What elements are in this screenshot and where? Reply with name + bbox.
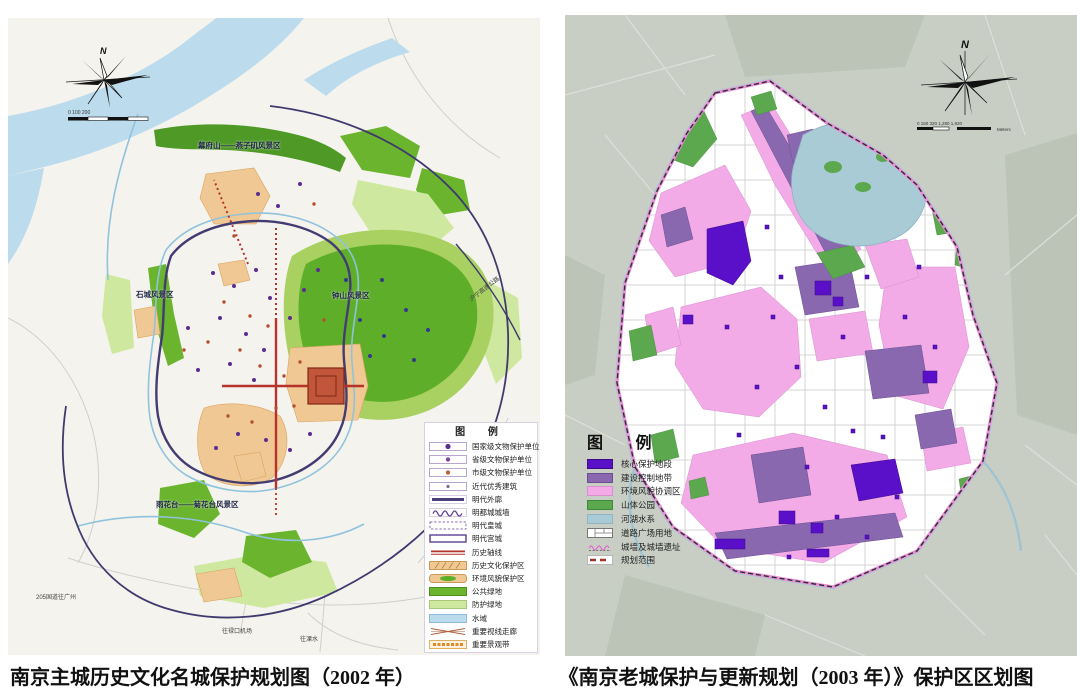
legend-item-label: 明代外廓 [472, 494, 502, 504]
protective-green-swatch-icon [429, 600, 467, 610]
public-green-swatch-icon [429, 587, 467, 597]
municipal-heritage-swatch-icon [429, 468, 467, 478]
legend-item-label: 市级文物保护单位 [472, 468, 532, 478]
ming-imperial-city-swatch-icon [429, 521, 467, 530]
legend-item-label: 规划范围 [621, 555, 656, 566]
legend-item: 建设控制地带 [587, 471, 757, 485]
scale-bar: 0 160 320 1,280 1,920 Meters [917, 121, 1012, 132]
legend-item-label: 重要景观带 [472, 639, 510, 649]
area-label-mufushan: 幕府山——燕子矶风景区 [198, 141, 281, 150]
legend-item-label: 核心保护地段 [621, 458, 673, 469]
legend-item-label: 历史文化保护区 [472, 560, 525, 570]
legend-item: 道路广场用地 [587, 526, 757, 540]
left-map-caption: 南京主城历史文化名城保护规划图（2002 年） [10, 667, 415, 689]
legend-item: 重要景观带 [429, 638, 534, 651]
construction-control-swatch-icon [587, 472, 613, 483]
svg-text:Meters: Meters [997, 127, 1012, 132]
legend-item-label: 明代皇城 [472, 521, 502, 531]
river-lake-swatch-icon [587, 514, 613, 525]
left-map-panel: N 0 100 200 幕府山——燕子矶风景区 石城风景区 钟山风景区 雨花台—… [8, 18, 540, 655]
legend-item: 历史文化保护区 [429, 559, 534, 572]
legend-item: 国家级文物保护单位 [429, 440, 540, 453]
road-label-lukou-airport: 往禄口机场 [222, 629, 253, 635]
legend-item: 环境风貌协调区 [587, 485, 757, 499]
compass-rose: N 0 100 200 [65, 46, 151, 121]
legend-item: 省级文物保护单位 [429, 453, 534, 466]
legend-item-label: 山体公园 [621, 500, 656, 511]
legend-item: 规划范围 [587, 554, 757, 568]
legend-item: 城墙及城墙遗址 [587, 540, 757, 554]
legend-item: 核心保护地段 [587, 457, 757, 471]
sight-corridor-swatch-icon [430, 627, 466, 635]
mountain-park-swatch-icon [587, 500, 613, 511]
ming-palace-city-swatch-icon [429, 534, 467, 544]
water-swatch-icon [429, 613, 467, 623]
legend-title: 图 例 [455, 427, 508, 438]
right-map-legend: 图 例 核心保护地段 建设控制地带 环境风貌协调区 山体公园 河湖水系 道路广场… [587, 433, 757, 567]
scale-bar: 0 100 200 [68, 110, 149, 121]
legend-item-label: 河湖水系 [621, 514, 656, 525]
legend-item-label: 省级文物保护单位 [472, 455, 532, 465]
road-square-swatch-icon [587, 527, 613, 538]
legend-item: 水域 [429, 611, 534, 624]
road-label-g205: 205国道往广州 [36, 595, 77, 601]
legend-item-label: 水域 [472, 613, 487, 623]
planning-boundary-swatch-icon [587, 555, 613, 566]
legend-item: 明代宫城 [429, 532, 534, 545]
legend-item: 重要视线走廊 [429, 625, 534, 638]
legend-item-label: 建设控制地带 [621, 472, 673, 483]
legend-item-label: 环境风貌保护区 [472, 573, 525, 583]
legend-item: 历史轴线 [429, 546, 534, 559]
legend-item-label: 重要视线走廊 [472, 626, 517, 636]
landscape-belt-swatch-icon [429, 639, 467, 649]
legend-item-label: 近代优秀建筑 [472, 481, 517, 491]
svg-text:0 100 200: 0 100 200 [68, 110, 90, 116]
legend-title: 图 例 [587, 435, 666, 452]
core-protection-swatch-icon [587, 458, 613, 469]
legend-item-label: 城墙及城墙遗址 [621, 541, 681, 552]
road-label-lishui: 往溧水 [300, 637, 319, 643]
legend-item: 明都城城墙 [429, 506, 534, 519]
legend-item-label: 明代宫城 [472, 534, 502, 544]
legend-item-label: 国家级文物保护单位 [472, 442, 540, 452]
legend-item-label: 公共绿地 [472, 587, 502, 597]
legend-item-label: 道路广场用地 [621, 527, 673, 538]
left-map-canvas [8, 18, 540, 655]
legend-item: 防护绿地 [429, 598, 534, 611]
legend-item: 近代优秀建筑 [429, 480, 534, 493]
svg-text:N: N [961, 39, 970, 51]
area-label-yuhuatai: 雨花台——菊花台风景区 [156, 500, 239, 509]
history-axis-swatch-icon [431, 550, 465, 555]
environment-coordination-swatch-icon [587, 486, 613, 497]
ming-outer-wall-swatch-icon [429, 494, 467, 504]
legend-item: 明代皇城 [429, 519, 534, 532]
legend-item-label: 历史轴线 [472, 547, 502, 557]
legend-item-label: 防护绿地 [472, 600, 502, 610]
legend-item: 山体公园 [587, 498, 757, 512]
city-wall-ruins-swatch-icon [588, 545, 611, 551]
legend-item: 公共绿地 [429, 585, 534, 598]
right-map-caption: 《南京老城保护与更新规划（2003 年）》保护区区划图 [558, 667, 1034, 689]
legend-item-label: 明都城城墙 [472, 508, 510, 518]
left-map-legend: 图 例 国家级文物保护单位 省级文物保护单位 市级文物保护单位 近代优秀建筑 明… [424, 422, 540, 653]
historic-district-swatch-icon [429, 560, 467, 570]
ming-city-wall-swatch-icon [429, 508, 467, 518]
compass-rose: N 0 160 320 1,280 1,920 Meters [917, 39, 1018, 132]
right-map-canvas [565, 15, 1077, 656]
provincial-heritage-swatch-icon [429, 455, 467, 465]
area-label-zhongshan: 钟山风景区 [332, 291, 370, 300]
legend-item: 环境风貌保护区 [429, 572, 534, 585]
legend-item: 河湖水系 [587, 512, 757, 526]
area-label-shicheng: 石城风景区 [136, 290, 174, 299]
right-map-panel: N 0 160 320 1,280 1,920 Meters 图 例 核心保护地… [565, 15, 1077, 656]
legend-item: 市级文物保护单位 [429, 466, 534, 479]
modern-building-swatch-icon [429, 481, 467, 491]
svg-text:N: N [100, 46, 107, 56]
svg-text:0 160 320 1,280 1,9: 0 160 320 1,280 1,920 [917, 121, 963, 126]
national-heritage-swatch-icon [429, 442, 467, 452]
legend-item-label: 环境风貌协调区 [621, 486, 681, 497]
environment-area-swatch-icon [429, 573, 467, 583]
legend-item: 明代外廓 [429, 493, 534, 506]
